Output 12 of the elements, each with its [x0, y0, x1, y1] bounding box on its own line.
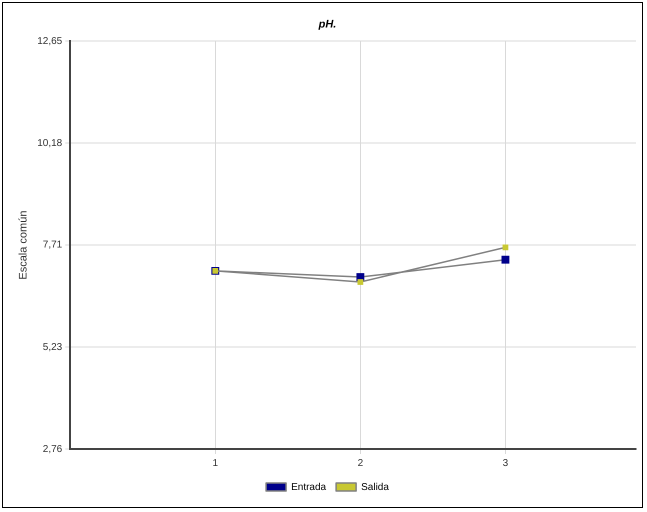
legend-label: Salida — [361, 482, 390, 493]
y-tick-label: 12,65 — [37, 36, 63, 47]
x-tick-label: 3 — [502, 458, 509, 469]
y-axis-title: Escala común — [18, 210, 30, 280]
y-tick-label: 2,76 — [42, 444, 63, 455]
x-tick-label: 2 — [358, 458, 364, 469]
x-tick-label: 1 — [212, 458, 219, 469]
y-tick-label: 5,23 — [42, 342, 63, 353]
y-tick-label: 10,18 — [37, 138, 63, 149]
chart-title: pH. — [318, 18, 336, 31]
legend-label: Entrada — [291, 482, 327, 493]
y-tick-label: 7,71 — [42, 240, 63, 251]
